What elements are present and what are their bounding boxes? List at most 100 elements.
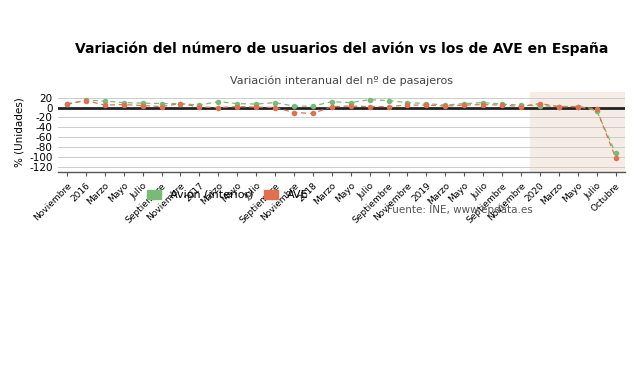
Point: [81, 97, 91, 103]
Line: AVE: AVE: [67, 101, 616, 158]
Point: [497, 101, 507, 107]
Point: [100, 98, 110, 104]
Point: [195, 104, 205, 110]
Point: [459, 101, 469, 107]
Point: [175, 101, 186, 107]
Point: [535, 103, 545, 109]
Point: [611, 155, 621, 161]
Avión (interior): [555, 104, 563, 109]
Avión (interior): [139, 101, 147, 105]
AVE: [479, 102, 487, 107]
Point: [232, 103, 243, 109]
AVE: [385, 104, 392, 109]
Point: [62, 101, 72, 107]
AVE: [63, 102, 71, 106]
AVE: [252, 105, 260, 109]
Line: Avión (interior): Avión (interior): [67, 100, 616, 153]
Point: [118, 100, 129, 106]
Avión (interior): [290, 104, 298, 108]
AVE: [422, 103, 430, 107]
Text: Fuente: INE, www.epdata.es: Fuente: INE, www.epdata.es: [387, 205, 532, 215]
Point: [554, 103, 564, 109]
Point: [516, 102, 526, 108]
Avión (interior): [479, 100, 487, 105]
Point: [478, 102, 488, 108]
Point: [289, 103, 299, 109]
Point: [308, 103, 318, 109]
AVE: [347, 104, 355, 108]
AVE: [366, 104, 374, 109]
AVE: [177, 102, 184, 106]
Avión (interior): [517, 103, 525, 107]
Avión (interior): [63, 102, 71, 106]
Point: [100, 102, 110, 108]
Point: [81, 98, 91, 104]
Point: [270, 105, 280, 111]
Point: [611, 150, 621, 156]
AVE: [139, 103, 147, 108]
AVE: [555, 104, 563, 109]
Avión (interior): [460, 102, 468, 106]
Avión (interior): [498, 102, 506, 106]
Point: [156, 101, 166, 107]
Point: [421, 102, 431, 108]
AVE: [442, 104, 449, 108]
Text: Variación interanual del nº de pasajeros: Variación interanual del nº de pasajeros: [230, 76, 452, 86]
Avión (interior): [196, 103, 204, 107]
Point: [346, 100, 356, 106]
AVE: [120, 102, 127, 107]
AVE: [536, 102, 544, 106]
Point: [156, 103, 166, 109]
Point: [573, 103, 583, 109]
Point: [213, 105, 223, 111]
Avión (interior): [442, 103, 449, 107]
Avión (interior): [214, 99, 222, 104]
Point: [326, 103, 337, 109]
Avión (interior): [593, 108, 600, 113]
Point: [497, 102, 507, 108]
Avión (interior): [385, 99, 392, 103]
Avión (interior): [309, 104, 317, 108]
Point: [175, 101, 186, 107]
Point: [554, 103, 564, 109]
Avión (interior): [347, 100, 355, 105]
Avión (interior): [82, 98, 90, 102]
AVE: [593, 107, 600, 111]
Point: [403, 102, 413, 108]
Point: [478, 100, 488, 106]
Point: [118, 102, 129, 108]
Point: [138, 100, 148, 106]
Point: [591, 106, 602, 112]
Point: [289, 109, 299, 115]
Point: [251, 104, 261, 110]
Point: [365, 97, 375, 103]
Point: [516, 103, 526, 109]
Point: [326, 99, 337, 105]
Avión (interior): [366, 97, 374, 102]
AVE: [574, 104, 582, 109]
AVE: [82, 99, 90, 103]
Point: [459, 102, 469, 108]
AVE: [157, 104, 165, 109]
Point: [308, 111, 318, 117]
AVE: [271, 105, 279, 110]
Avión (interior): [101, 99, 109, 103]
AVE: [214, 105, 222, 110]
Point: [440, 103, 451, 109]
AVE: [460, 103, 468, 107]
Avión (interior): [328, 99, 335, 104]
Point: [138, 103, 148, 109]
AVE: [101, 103, 109, 107]
Point: [591, 108, 602, 114]
Legend: Avión (interior), AVE: Avión (interior), AVE: [143, 185, 312, 205]
Point: [535, 101, 545, 107]
Point: [195, 102, 205, 108]
Point: [440, 102, 451, 108]
Point: [213, 99, 223, 105]
Point: [383, 98, 394, 104]
AVE: [309, 111, 317, 116]
Avión (interior): [422, 102, 430, 106]
Avión (interior): [574, 104, 582, 109]
Title: Variación del número de usuarios del avión vs los de AVE en España: Variación del número de usuarios del avi…: [75, 41, 608, 56]
Point: [403, 100, 413, 106]
